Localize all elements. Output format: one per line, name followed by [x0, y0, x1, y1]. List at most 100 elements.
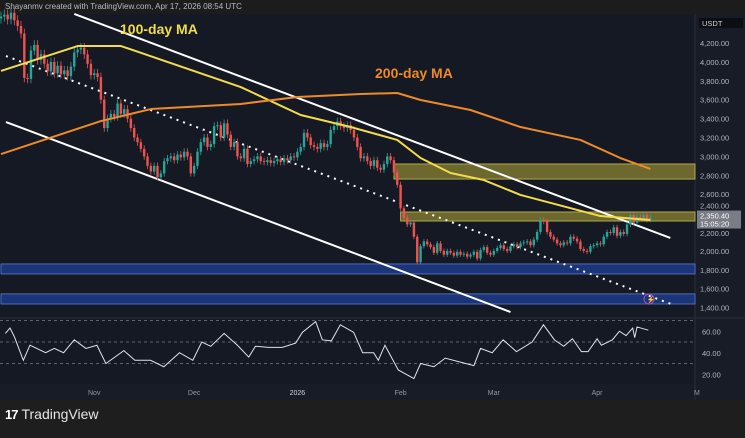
candle-body	[449, 250, 452, 253]
candle-body	[49, 61, 53, 72]
candle-body	[199, 142, 202, 152]
candle-body	[66, 70, 69, 77]
candle-body	[436, 243, 439, 253]
rsi-tick-label: 40.00	[702, 349, 721, 358]
candle-body	[16, 20, 19, 26]
candle-body	[123, 109, 126, 114]
price-tick-label: 1,600.00	[700, 285, 729, 294]
time-tick-label: Nov	[88, 390, 101, 397]
candle-body	[622, 232, 625, 234]
price-tick-label: 2,800.00	[700, 171, 729, 180]
candle-body	[406, 217, 409, 225]
candle-body	[582, 249, 585, 251]
candle-body	[252, 159, 256, 162]
candle-body	[399, 184, 402, 209]
candle-body	[133, 128, 136, 138]
last-price-label: 2,350.40	[700, 212, 729, 221]
candle-body	[456, 251, 459, 256]
candle-body	[236, 142, 239, 157]
candle-body	[0, 16, 3, 19]
candle-body	[296, 151, 299, 158]
candle-body	[103, 99, 106, 129]
candle-body	[575, 238, 579, 242]
candle-body	[432, 247, 436, 253]
candle-body	[599, 243, 602, 245]
candle-body	[222, 123, 226, 138]
candle-body	[3, 14, 6, 17]
price-tick-label: 2,400.00	[700, 202, 729, 211]
channel-upper-line	[73, 13, 671, 239]
candle-body	[216, 125, 219, 127]
candle-body	[525, 241, 529, 243]
ma100-label: 100-day MA	[120, 21, 198, 37]
candle-body	[642, 214, 645, 219]
rsi-line	[4, 320, 649, 380]
candle-body	[79, 47, 83, 50]
candle-body	[512, 244, 516, 247]
lightning-icon	[643, 293, 655, 305]
brand-name: TradingView	[21, 406, 99, 422]
candle-body	[209, 144, 212, 147]
candle-body	[532, 239, 535, 246]
candle-body	[579, 241, 582, 250]
candle-body	[535, 232, 539, 240]
candle-body	[489, 252, 492, 255]
candle-body	[212, 126, 216, 145]
candle-body	[63, 70, 66, 75]
candle-body	[589, 246, 592, 252]
candle-body	[545, 221, 549, 232]
tradingview-brand[interactable]: 17 TradingView	[5, 406, 99, 422]
candle-body	[36, 44, 39, 61]
candle-body	[166, 158, 169, 162]
price-tick-label: 3,600.00	[700, 96, 729, 105]
lightning-glyph: ⚡	[647, 295, 656, 304]
candle-body	[246, 148, 249, 164]
candle-body	[595, 243, 599, 246]
candle-body	[612, 227, 615, 233]
candle-body	[136, 137, 139, 143]
candle-body	[379, 167, 382, 170]
candle-body	[452, 252, 456, 256]
candle-body	[409, 222, 412, 225]
candle-body	[26, 77, 29, 79]
candle-body	[69, 66, 73, 77]
price-tick-label: 2,200.00	[700, 229, 729, 238]
currency-label-box	[699, 18, 743, 28]
candle-body	[196, 151, 199, 166]
candle-body	[282, 158, 286, 163]
candle-body	[292, 156, 296, 158]
candle-body	[279, 159, 282, 163]
candle-body	[302, 132, 306, 147]
price-tick-label: 3,200.00	[700, 134, 729, 143]
candle-body	[99, 77, 103, 100]
time-tick-label: Apr	[592, 390, 604, 397]
candle-body	[392, 160, 396, 173]
price-tick-label: 2,600.00	[700, 190, 729, 199]
candle-body	[329, 129, 332, 145]
candle-body	[442, 250, 446, 255]
candle-body	[149, 165, 153, 172]
candle-body	[202, 137, 206, 143]
candle-body	[446, 250, 449, 255]
price-tick-label: 4,000.00	[700, 58, 729, 67]
candle-body	[129, 118, 133, 129]
candle-body	[9, 12, 13, 20]
candle-body	[386, 156, 389, 164]
channel-lower-line	[5, 121, 511, 313]
candle-body	[592, 245, 595, 247]
candle-body	[562, 242, 565, 246]
candle-body	[492, 250, 496, 255]
candle-body	[139, 142, 143, 149]
price-tick-label: 3,800.00	[700, 77, 729, 86]
candle-body	[396, 172, 399, 185]
candle-body	[469, 254, 472, 257]
candle-body	[519, 243, 522, 248]
candle-body	[159, 173, 163, 178]
candle-body	[495, 248, 499, 251]
candle-body	[6, 14, 9, 20]
candle-body	[485, 247, 489, 253]
time-axis-background	[0, 384, 745, 400]
candle-body	[605, 232, 609, 237]
candle-body	[86, 54, 89, 64]
